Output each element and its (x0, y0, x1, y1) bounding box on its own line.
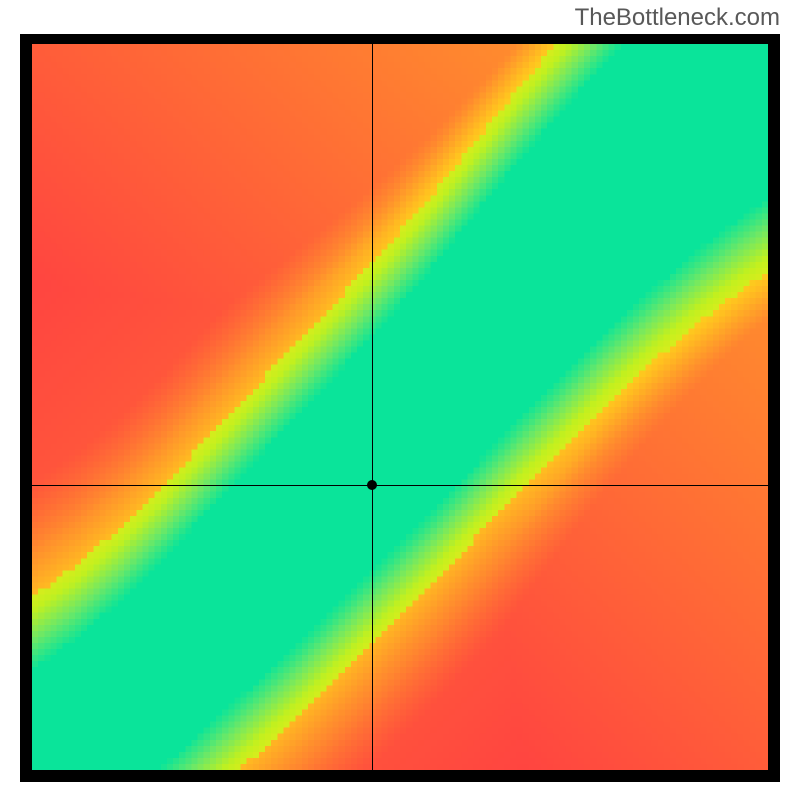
chart-container: TheBottleneck.com (0, 0, 800, 800)
watermark-text: TheBottleneck.com (575, 4, 780, 32)
marker-dot (367, 480, 377, 490)
crosshair-vertical (372, 44, 373, 770)
heatmap-canvas (32, 44, 768, 770)
plot-area (32, 44, 768, 770)
crosshair-horizontal (32, 485, 768, 486)
plot-frame (20, 34, 780, 782)
